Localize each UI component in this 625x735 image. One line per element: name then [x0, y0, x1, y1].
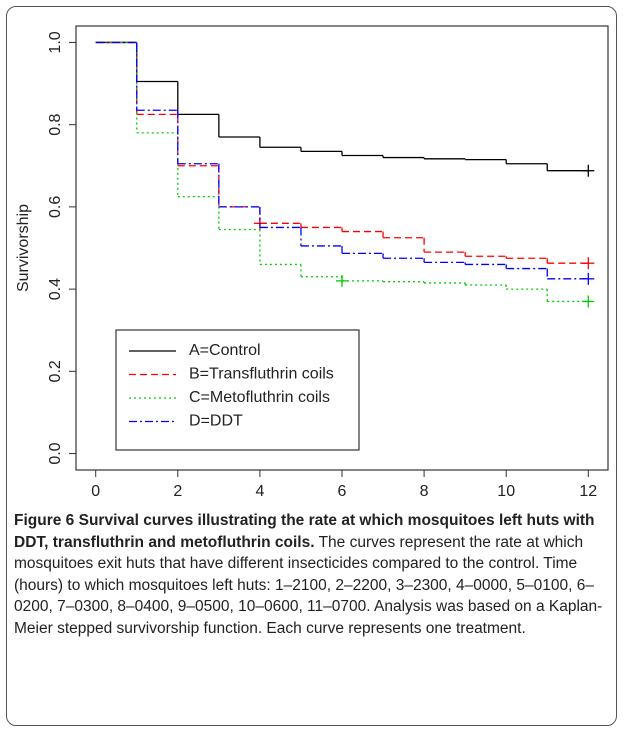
- x-tick-label: 6: [338, 483, 347, 500]
- x-tick-label: 0: [91, 483, 100, 500]
- censor-mark: [582, 257, 595, 270]
- legend-label: A=Control: [189, 342, 261, 359]
- x-tick-label: 4: [255, 483, 264, 500]
- censor-mark: [582, 295, 595, 308]
- y-tick-label: 0.2: [47, 360, 64, 382]
- legend-label: D=DDT: [189, 413, 243, 430]
- censor-mark: [582, 272, 595, 285]
- x-tick-label: 2: [173, 483, 182, 500]
- x-tick-label: 12: [579, 483, 597, 500]
- y-tick-label: 0.6: [47, 196, 64, 218]
- legend-label: C=Metofluthrin coils: [189, 389, 330, 406]
- y-tick-label: 0.0: [47, 442, 64, 464]
- x-tick-label: 10: [497, 483, 515, 500]
- caption-label: Figure 6: [14, 512, 75, 529]
- x-tick-label: 8: [420, 483, 429, 500]
- figure-frame: [6, 6, 617, 726]
- caption-title: Survival curves illustrating the rate at…: [14, 512, 595, 551]
- censor-mark: [336, 274, 348, 287]
- y-tick-label: 0.4: [47, 278, 64, 300]
- chart: Survivorship 0 2 4 6 8 10 12 0.0 0.2 0.4 0.6 0.8 1.0…: [15, 25, 609, 500]
- y-tick-label: 1.0: [47, 31, 64, 53]
- y-axis-label: Survivorship: [15, 204, 32, 292]
- legend-label: B=Transfluthrin coils: [189, 366, 334, 383]
- caption: Figure 6 Survival curves illustrating th…: [14, 510, 614, 639]
- censor-mark: [582, 164, 595, 177]
- caption-text: The curves represent the rate at which m…: [14, 533, 603, 637]
- y-tick-label: 0.8: [47, 113, 64, 135]
- legend-box: [115, 329, 360, 451]
